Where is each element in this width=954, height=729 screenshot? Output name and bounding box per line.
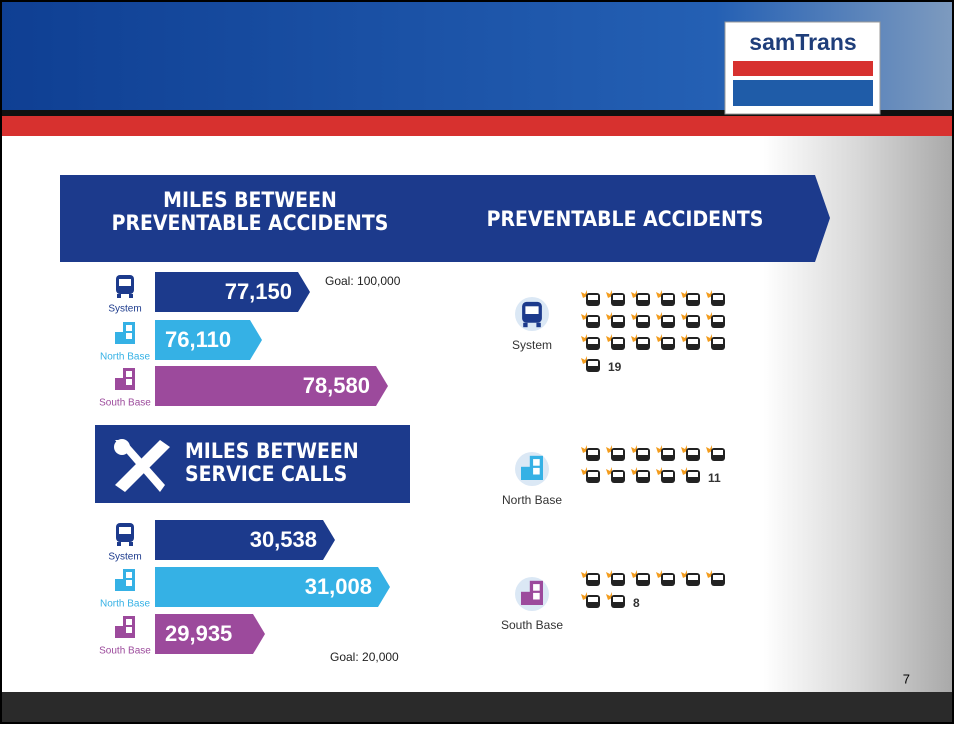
window bbox=[533, 468, 540, 475]
bar-value: 29,935 bbox=[165, 621, 232, 646]
window bbox=[126, 572, 132, 578]
building bbox=[521, 592, 531, 605]
section-title: SERVICE CALLS bbox=[185, 462, 347, 486]
bus-glass bbox=[613, 575, 623, 580]
bus-glass bbox=[663, 317, 673, 322]
building bbox=[115, 332, 124, 344]
slide: samTrans MILES BETWEEN PREVENTABLE ACCID… bbox=[0, 0, 954, 724]
window bbox=[533, 584, 540, 591]
bus-glass bbox=[638, 339, 648, 344]
bus-glass bbox=[638, 450, 648, 455]
bus-glass bbox=[638, 295, 648, 300]
window bbox=[126, 379, 132, 385]
goal-label: Goal: 100,000 bbox=[325, 274, 401, 288]
bar-value: 77,150 bbox=[225, 279, 292, 304]
bus-glass bbox=[588, 450, 598, 455]
bus-glass bbox=[663, 295, 673, 300]
building bbox=[521, 467, 531, 480]
building bbox=[115, 579, 124, 591]
row-label: System bbox=[512, 338, 552, 352]
bus-glass bbox=[663, 450, 673, 455]
section-title: PREVENTABLE ACCIDENTS bbox=[112, 211, 389, 235]
section-title: PREVENTABLE ACCIDENTS bbox=[487, 207, 764, 231]
row-label: South Base bbox=[501, 618, 563, 632]
row-label: North Base bbox=[100, 352, 150, 363]
row-label: System bbox=[108, 552, 141, 563]
logo: samTrans bbox=[725, 22, 880, 114]
bus-glass bbox=[613, 472, 623, 477]
bus-glass bbox=[613, 295, 623, 300]
accident-count: 8 bbox=[633, 596, 640, 610]
bus-glass bbox=[713, 339, 723, 344]
window bbox=[533, 459, 540, 466]
bus-glass bbox=[663, 339, 673, 344]
bar-value: 76,110 bbox=[165, 327, 231, 352]
bus-glass bbox=[688, 450, 698, 455]
page-number: 7 bbox=[903, 671, 910, 686]
bus-window bbox=[525, 306, 538, 314]
bus-wheel bbox=[117, 294, 121, 298]
row-label: South Base bbox=[99, 398, 151, 409]
bus-glass bbox=[688, 472, 698, 477]
red-stripe bbox=[0, 116, 954, 136]
bar-value: 78,580 bbox=[303, 373, 370, 398]
bus-glass bbox=[688, 575, 698, 580]
bus-window bbox=[119, 527, 131, 534]
window bbox=[126, 619, 132, 625]
bus-glass bbox=[613, 339, 623, 344]
bus-glass bbox=[613, 317, 623, 322]
bus-glass bbox=[713, 575, 723, 580]
bus-wheel bbox=[117, 542, 121, 546]
bus-glass bbox=[638, 575, 648, 580]
bus-wheel bbox=[129, 294, 133, 298]
row-label: North Base bbox=[502, 493, 562, 507]
bus-glass bbox=[713, 450, 723, 455]
window bbox=[126, 371, 132, 377]
building bbox=[115, 626, 124, 638]
window bbox=[126, 580, 132, 586]
bus-glass bbox=[588, 597, 598, 602]
section-title: MILES BETWEEN bbox=[185, 439, 359, 463]
bus-glass bbox=[588, 575, 598, 580]
bus-wheel bbox=[129, 542, 133, 546]
row-label: North Base bbox=[100, 599, 150, 610]
bus-glass bbox=[688, 295, 698, 300]
logo-text: samTrans bbox=[749, 29, 856, 55]
bar-value: 30,538 bbox=[250, 527, 317, 552]
bus-glass bbox=[663, 575, 673, 580]
bus-glass bbox=[613, 597, 623, 602]
section-title: MILES BETWEEN bbox=[163, 188, 337, 212]
bus-glass bbox=[588, 295, 598, 300]
bus-glass bbox=[638, 472, 648, 477]
bus-glass bbox=[588, 317, 598, 322]
building bbox=[115, 378, 124, 390]
bus-glass bbox=[588, 472, 598, 477]
bar-value: 31,008 bbox=[305, 574, 372, 599]
bus-glass bbox=[588, 339, 598, 344]
window bbox=[126, 325, 132, 331]
bus-glass bbox=[688, 317, 698, 322]
row-label: South Base bbox=[99, 646, 151, 657]
accident-count: 11 bbox=[708, 471, 721, 485]
bus-window bbox=[119, 279, 131, 286]
bus-glass bbox=[688, 339, 698, 344]
goal-label: Goal: 20,000 bbox=[330, 650, 399, 664]
window bbox=[533, 593, 540, 600]
bus-glass bbox=[663, 472, 673, 477]
bus-wheel bbox=[523, 323, 527, 327]
bus-glass bbox=[588, 361, 598, 366]
bus-glass bbox=[713, 295, 723, 300]
row-label: System bbox=[108, 304, 141, 315]
window bbox=[126, 627, 132, 633]
footer-band bbox=[0, 692, 954, 724]
window bbox=[126, 333, 132, 339]
bus-wheel bbox=[536, 323, 540, 327]
accident-count: 19 bbox=[608, 360, 622, 374]
bus-glass bbox=[638, 317, 648, 322]
bus-glass bbox=[713, 317, 723, 322]
bus-glass bbox=[613, 450, 623, 455]
